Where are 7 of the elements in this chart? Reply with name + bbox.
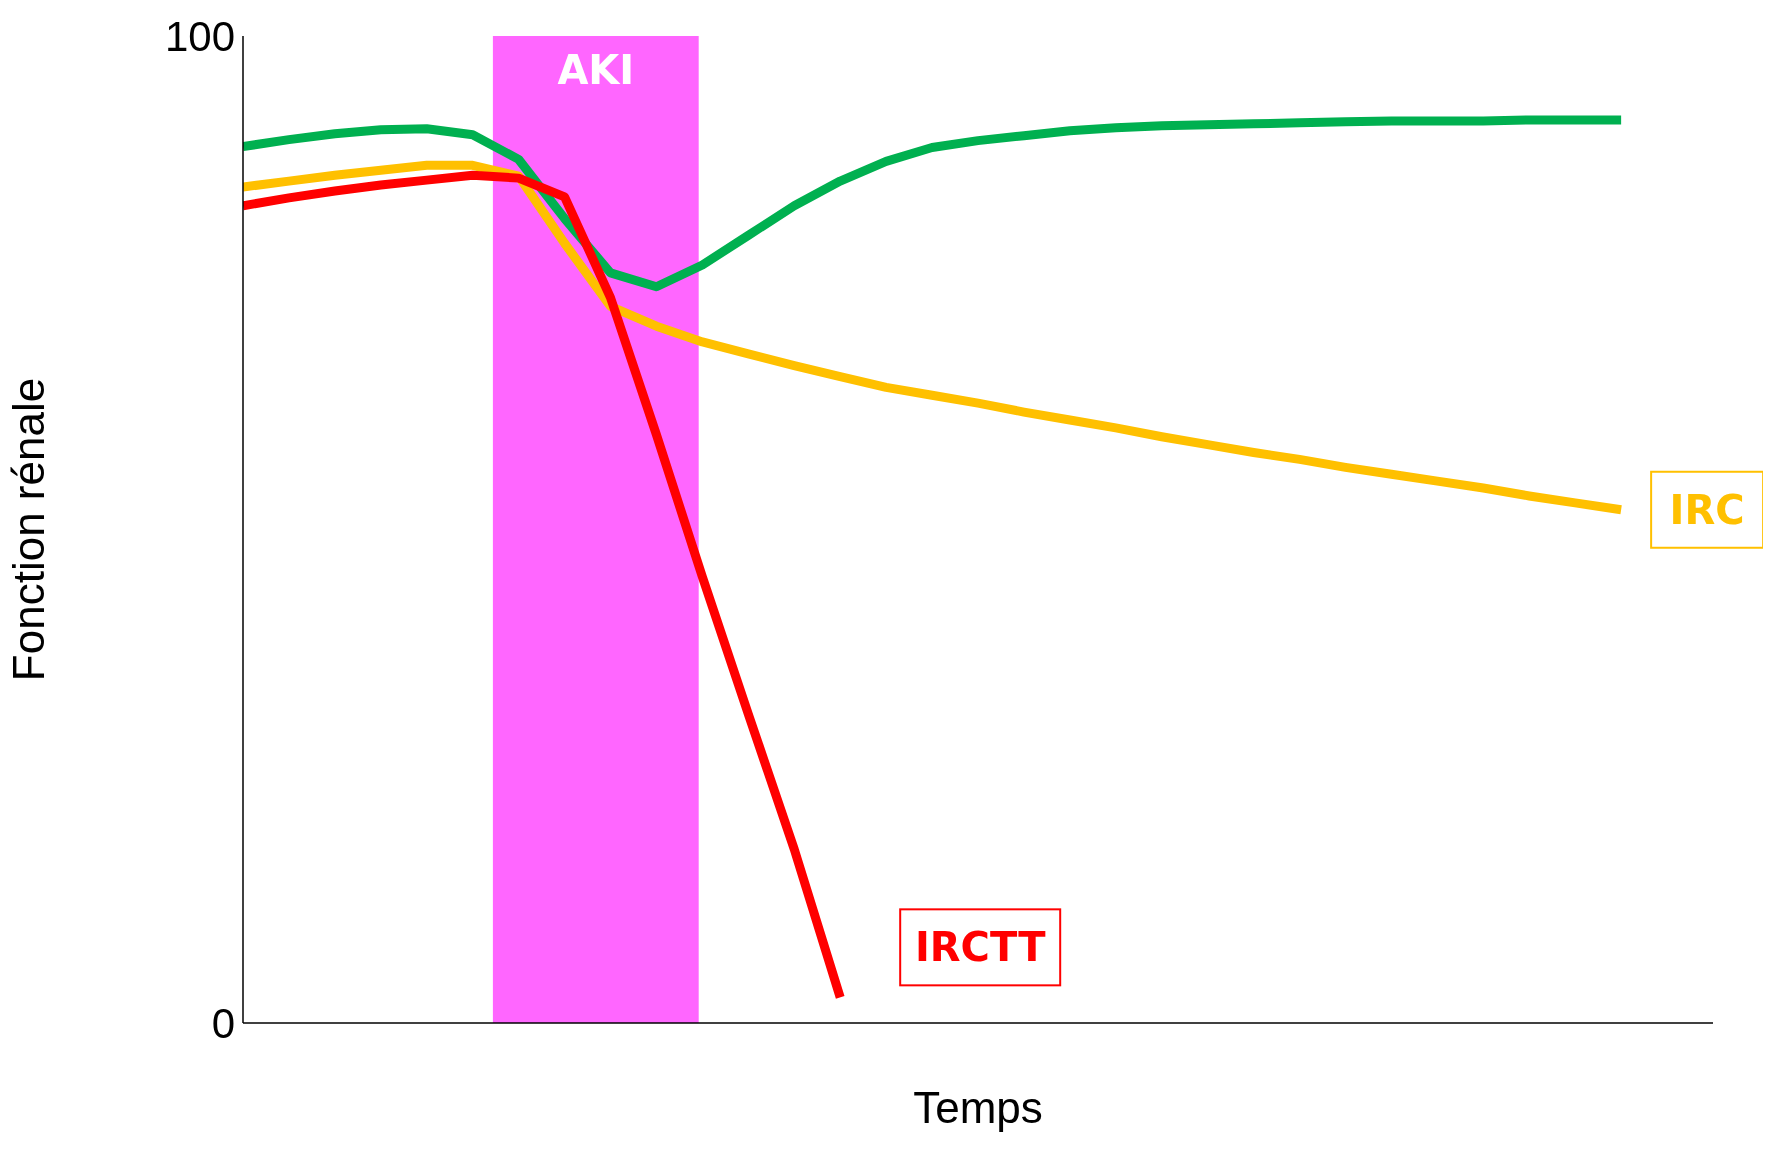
y-tick-label: 0 xyxy=(211,999,235,1047)
x-axis-title: Temps xyxy=(913,1083,1043,1132)
annotation: AKI xyxy=(557,47,635,94)
y-tick-label: 100 xyxy=(164,12,235,60)
series-label: IRC xyxy=(1669,486,1745,533)
y-axis-title: Fonction rénale xyxy=(3,377,53,682)
series-label: IRCTT xyxy=(914,924,1047,971)
